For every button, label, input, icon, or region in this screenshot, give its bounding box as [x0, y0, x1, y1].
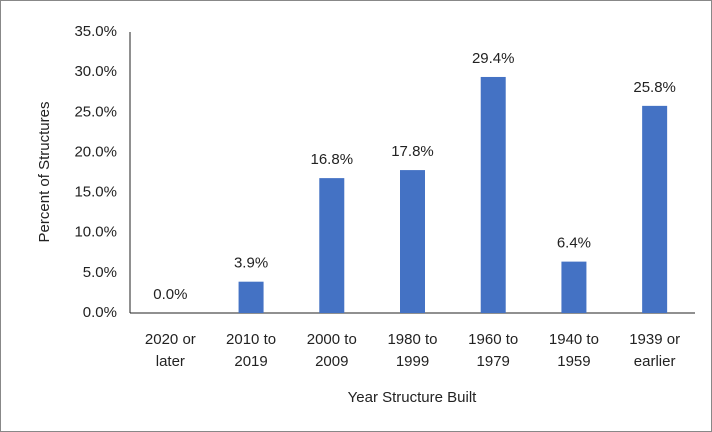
y-tick-label: 0.0%: [83, 304, 117, 321]
data-label: 0.0%: [153, 286, 187, 303]
x-axis-title: Year Structure Built: [348, 389, 478, 406]
x-tick-label: 1980 to 1999: [387, 331, 438, 370]
bar: [480, 76, 506, 314]
data-label: 16.8%: [311, 151, 354, 168]
x-tick-label: 2010 to 2019: [226, 331, 277, 370]
x-tick-label: 1960 to 1979: [468, 331, 519, 370]
y-tick-label: 25.0%: [74, 103, 117, 120]
data-label: 29.4%: [472, 50, 515, 67]
data-label: 17.8%: [391, 143, 434, 160]
x-tick-label: 2000 to 2009: [306, 331, 357, 370]
y-tick-label: 35.0%: [74, 23, 117, 40]
x-tick-label: 1939 or earlier: [629, 331, 681, 370]
bar: [561, 261, 587, 313]
y-tick-label: 30.0%: [74, 63, 117, 80]
data-label: 6.4%: [557, 235, 591, 252]
bar: [319, 178, 345, 313]
x-tick-label: 2020 or later: [144, 331, 196, 370]
y-tick-label: 10.0%: [74, 224, 117, 241]
y-tick-label: 15.0%: [74, 184, 117, 201]
x-tick-label: 1940 to 1959: [548, 331, 599, 370]
y-tick-label: 20.0%: [74, 143, 117, 160]
bar: [400, 170, 425, 313]
data-label: 25.8%: [633, 79, 676, 96]
y-axis-title: Percent of Structures: [36, 102, 53, 243]
y-tick-label: 5.0%: [83, 264, 117, 281]
bar: [642, 105, 668, 313]
bar: [238, 281, 264, 313]
data-label: 3.9%: [234, 255, 268, 272]
